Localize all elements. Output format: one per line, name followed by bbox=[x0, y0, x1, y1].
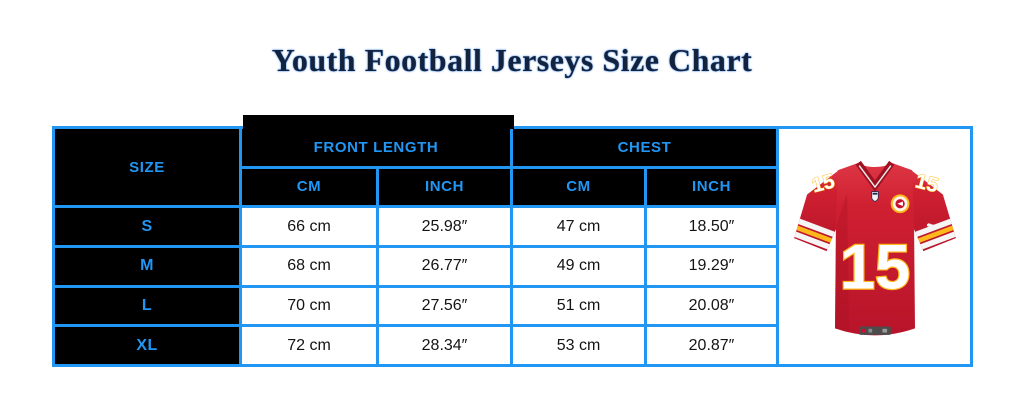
value-xl-chest-cm: 53 cm bbox=[513, 327, 644, 364]
value-l-front-length-cm: 70 cm bbox=[242, 287, 376, 325]
right-sleeve-stripes-icon bbox=[914, 217, 956, 250]
football-jersey-illustration: 15 15 15 bbox=[793, 160, 956, 335]
column-group-front-length: FRONT LENGTH bbox=[242, 129, 510, 166]
size-label-s: S bbox=[55, 208, 239, 245]
value-s-front-length-cm: 66 cm bbox=[242, 208, 376, 245]
size-label-xl: XL bbox=[55, 327, 239, 364]
chest-number: 15 bbox=[839, 232, 909, 302]
page-title: Youth Football Jerseys Size Chart bbox=[271, 42, 753, 78]
left-sleeve-stripes-icon bbox=[793, 217, 835, 250]
value-s-chest-cm: 47 cm bbox=[513, 208, 644, 245]
subheader-chest-inch: INCH bbox=[647, 168, 776, 206]
subheader-front-length-cm: CM bbox=[242, 168, 376, 206]
jersey-product-image: 15 15 15 bbox=[779, 129, 970, 364]
value-xl-chest-inch: 20.87″ bbox=[647, 327, 776, 364]
value-xl-front-length-cm: 72 cm bbox=[242, 327, 376, 364]
header-top-black-strip bbox=[243, 115, 514, 129]
value-m-chest-inch: 19.29″ bbox=[647, 248, 776, 285]
value-m-chest-cm: 49 cm bbox=[513, 248, 644, 285]
subheader-chest-cm: CM bbox=[513, 168, 644, 206]
value-l-front-length-inch: 27.56″ bbox=[379, 287, 510, 325]
column-group-chest: CHEST bbox=[513, 129, 776, 166]
jock-tag bbox=[858, 326, 891, 335]
column-header-size: SIZE bbox=[55, 129, 239, 206]
value-s-front-length-inch: 25.98″ bbox=[379, 208, 510, 245]
nike-swoosh-icon bbox=[926, 220, 945, 227]
value-m-front-length-inch: 26.77″ bbox=[379, 248, 510, 285]
value-m-front-length-cm: 68 cm bbox=[242, 248, 376, 285]
value-s-chest-inch: 18.50″ bbox=[647, 208, 776, 245]
value-l-chest-cm: 51 cm bbox=[513, 287, 644, 325]
size-chart-table: SIZE FRONT LENGTH CHEST CM INCH CM INCH … bbox=[52, 115, 973, 367]
team-patch-icon bbox=[890, 193, 910, 213]
subheader-front-length-inch: INCH bbox=[379, 168, 510, 206]
value-xl-front-length-inch: 28.34″ bbox=[379, 327, 510, 364]
size-label-l: L bbox=[55, 287, 239, 325]
size-label-m: M bbox=[55, 248, 239, 285]
nfl-shield-icon bbox=[870, 190, 879, 202]
left-shoulder-number: 15 bbox=[809, 169, 837, 197]
value-l-chest-inch: 20.08″ bbox=[647, 287, 776, 325]
